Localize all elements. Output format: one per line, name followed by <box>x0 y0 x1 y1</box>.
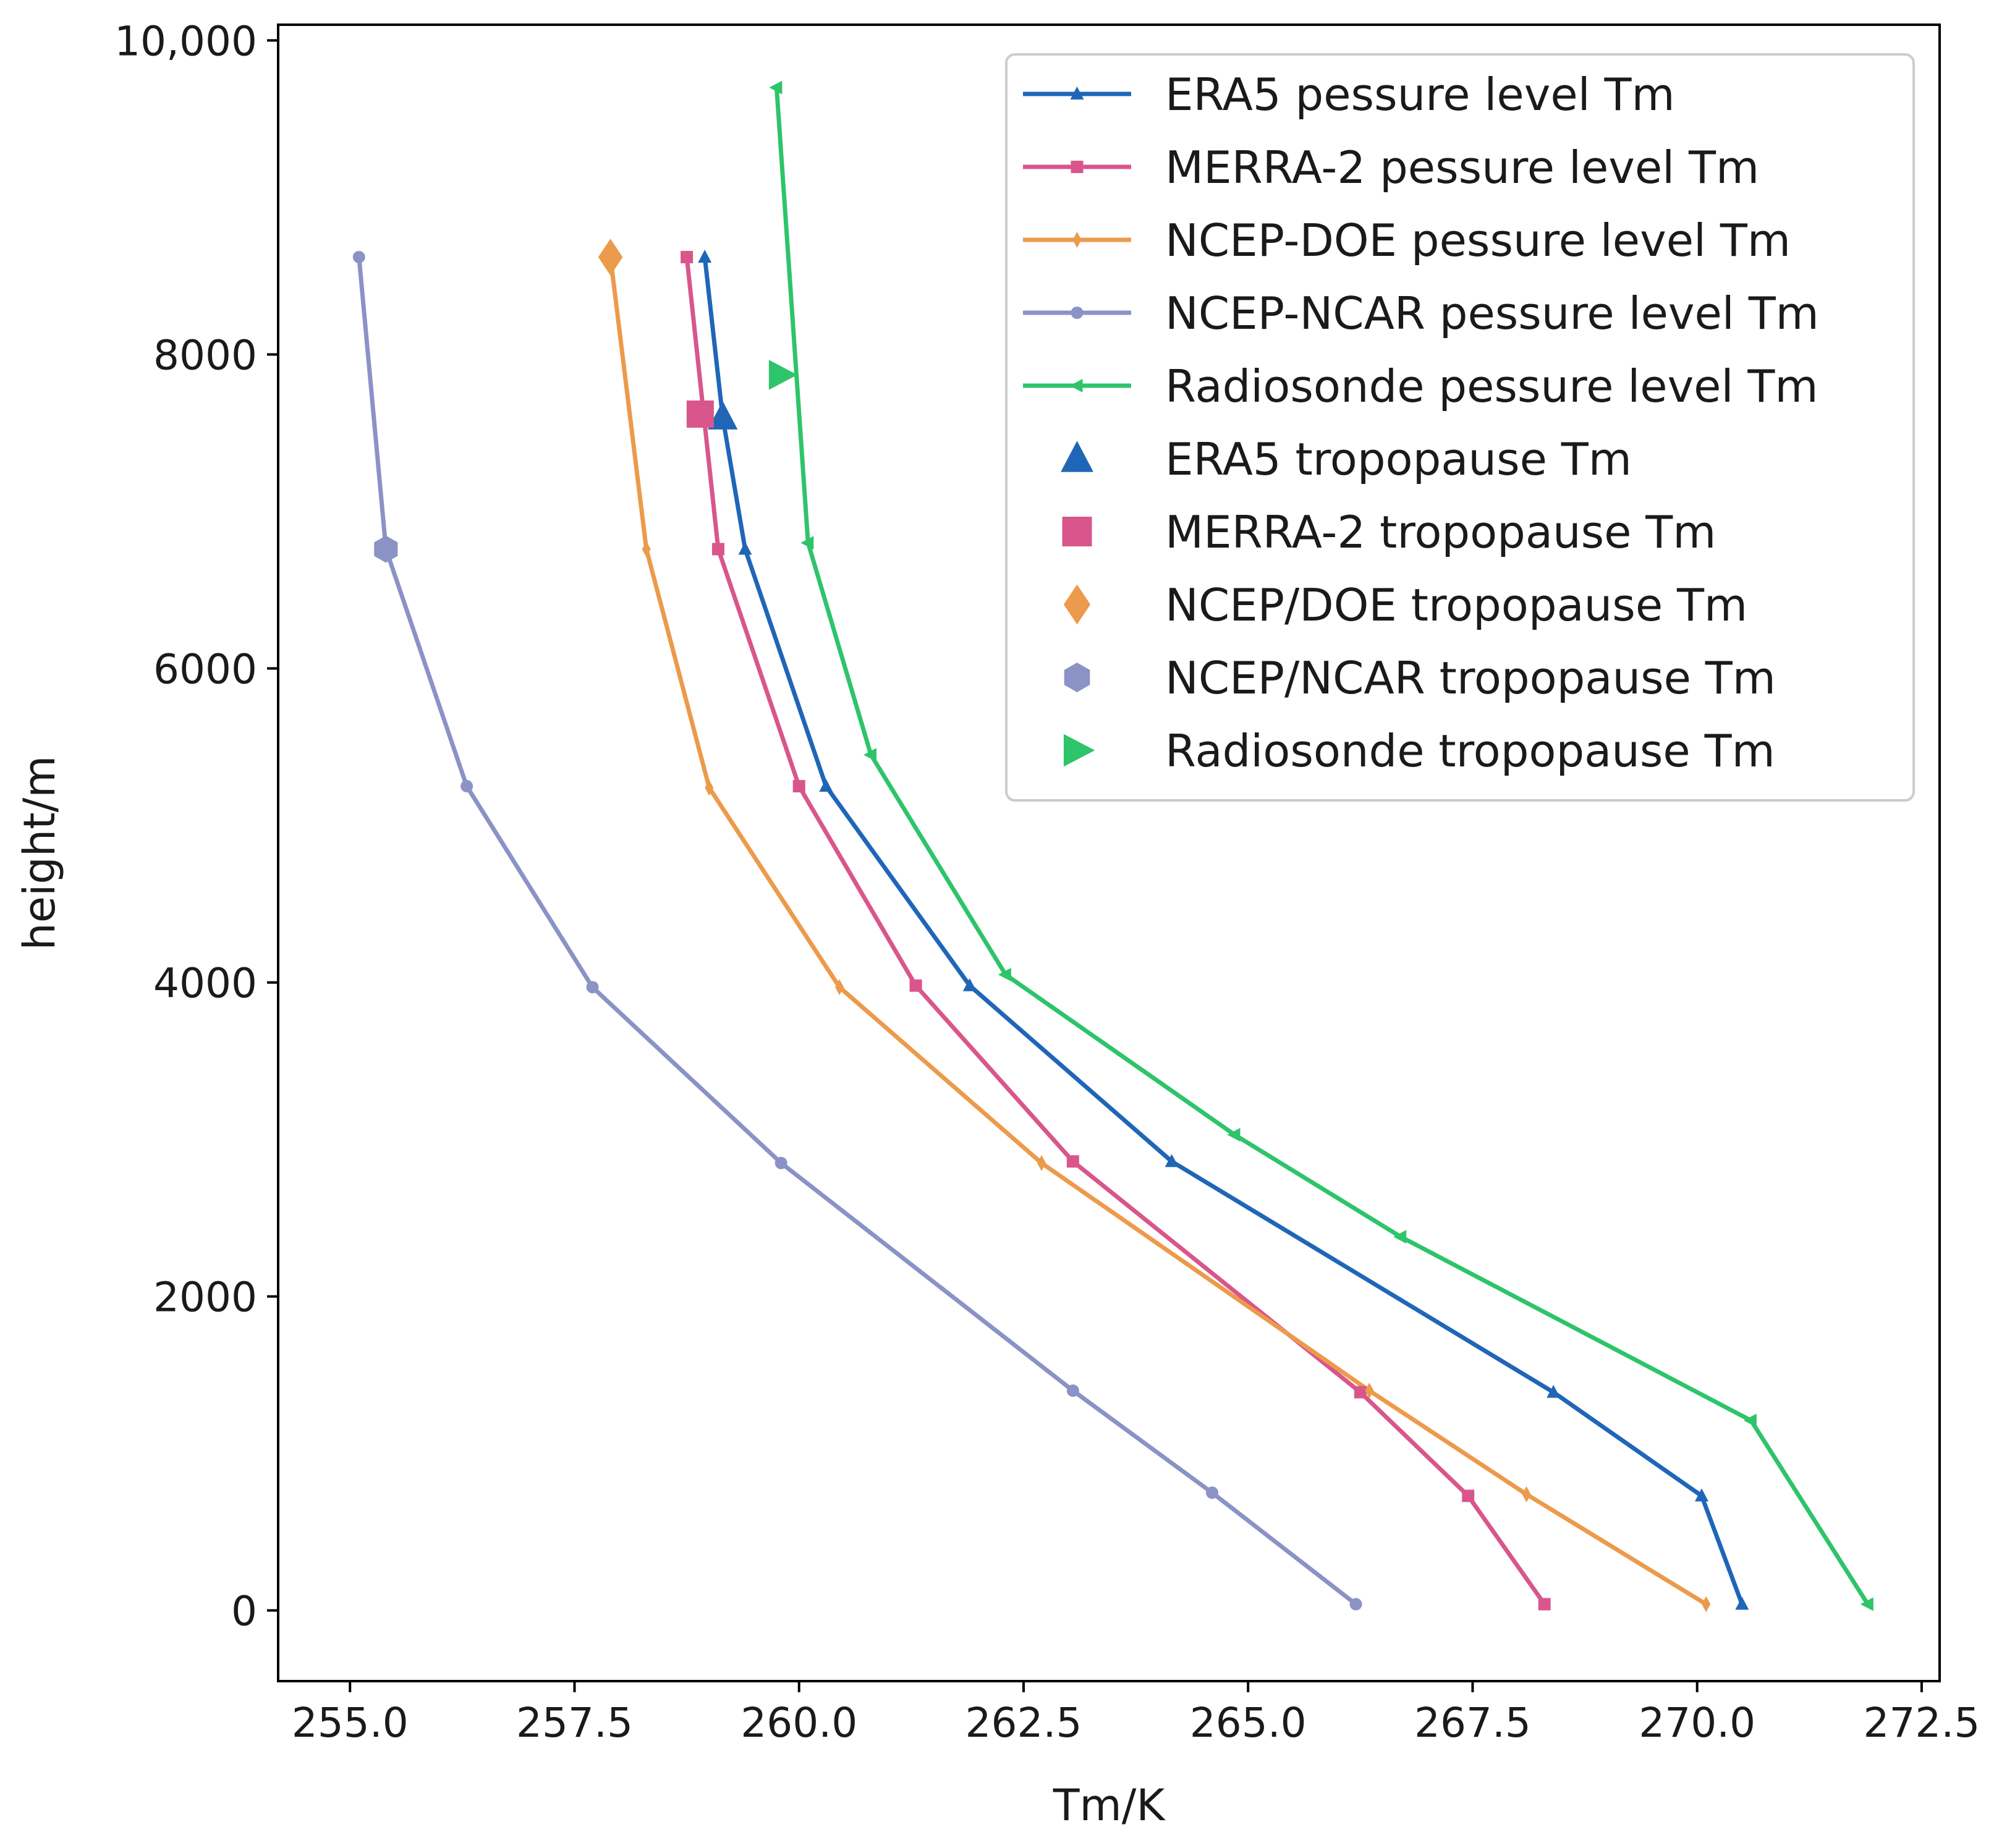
tropopause-point <box>686 400 714 428</box>
data-point <box>1393 1230 1407 1244</box>
legend-entry-label: NCEP/DOE tropopause Tm <box>1165 579 1747 631</box>
series-line <box>774 85 1870 1606</box>
data-point <box>835 979 844 996</box>
y-axis-ticks: 0 2000 4000 6000 8000 10,000 <box>114 17 278 1635</box>
data-point <box>1538 1598 1551 1611</box>
plot-frame <box>277 23 1941 1682</box>
tropopause-point <box>768 360 798 390</box>
data-point <box>1365 1383 1374 1399</box>
data-point <box>909 979 922 992</box>
data-point <box>681 250 694 263</box>
data-point <box>1066 1384 1079 1397</box>
legend-entry-label: NCEP-DOE pessure level Tm <box>1165 214 1791 266</box>
x-tick-label: 255.0 <box>292 1699 409 1747</box>
y-tick-label: 4000 <box>153 960 257 1007</box>
y-tick-label: 8000 <box>153 331 257 379</box>
y-tick-label: 10,000 <box>114 17 257 65</box>
data-point <box>705 779 714 796</box>
data-point <box>792 780 805 793</box>
y-tick-label: 0 <box>231 1588 257 1635</box>
data-point <box>711 543 724 556</box>
legend-marker-swatch <box>1071 307 1084 319</box>
data-point <box>800 536 814 550</box>
legend-tropopause-swatch <box>1063 734 1095 767</box>
data-point <box>1695 1488 1708 1502</box>
x-tick-label: 262.5 <box>965 1699 1082 1747</box>
legend-entry-label: Radiosonde tropopause Tm <box>1165 725 1775 777</box>
data-point <box>1165 1154 1179 1168</box>
data-point <box>1349 1598 1362 1611</box>
x-tick-label: 260.0 <box>740 1699 857 1747</box>
x-tick-label: 265.0 <box>1190 1699 1307 1747</box>
tropopause-point <box>708 401 738 430</box>
data-point <box>1735 1596 1749 1610</box>
x-tick-label: 267.5 <box>1414 1699 1531 1747</box>
x-tick-label: 270.0 <box>1639 1699 1755 1747</box>
data-point <box>998 967 1011 981</box>
data-point <box>1206 1486 1219 1499</box>
legend-entry-label: ERA5 pessure level Tm <box>1165 69 1675 121</box>
legend-entry-label: MERRA-2 pessure level Tm <box>1165 142 1759 193</box>
data-point <box>769 80 783 95</box>
data-point <box>738 541 752 555</box>
data-point <box>352 250 365 263</box>
legend-entry-label: MERRA-2 tropopause Tm <box>1165 506 1716 558</box>
legend: ERA5 pessure level Tm MERRA-2 pessure lev… <box>1005 53 1915 802</box>
legend-marker-swatch <box>1072 232 1082 248</box>
series-lines-layer <box>357 85 1870 1606</box>
data-point <box>1743 1414 1757 1428</box>
legend-tropopause-swatch <box>1063 584 1091 625</box>
legend-entry-label: NCEP/NCAR tropopause Tm <box>1165 652 1776 704</box>
series-line <box>684 255 1547 1606</box>
series-line <box>357 255 1359 1606</box>
x-tick-label: 257.5 <box>516 1699 633 1747</box>
legend-entry-label: ERA5 tropopause Tm <box>1165 433 1632 485</box>
x-axis-label: Tm/K <box>1053 1780 1166 1831</box>
x-axis-ticks: 255.0 257.5 260.0 262.5 265.0 267.5 270.0 272.5 <box>292 1681 1980 1747</box>
legend-tropopause-swatch <box>1062 517 1092 546</box>
data-point <box>1227 1128 1241 1142</box>
data-point <box>460 780 473 793</box>
data-point <box>698 250 712 263</box>
data-point <box>863 748 876 762</box>
data-point <box>1462 1490 1475 1503</box>
data-point <box>819 779 833 792</box>
series-markers-layer <box>352 80 1873 1613</box>
data-point <box>1037 1155 1046 1171</box>
data-point <box>1354 1386 1367 1399</box>
data-point <box>962 978 977 991</box>
tropopause-point <box>374 535 398 563</box>
y-tick-label: 2000 <box>153 1274 257 1321</box>
tropopause-markers-layer <box>374 239 798 563</box>
y-tick-label: 6000 <box>153 646 257 693</box>
data-point <box>1702 1596 1711 1613</box>
data-point <box>1860 1597 1873 1611</box>
data-point <box>1066 1155 1079 1168</box>
x-tick-label: 272.5 <box>1863 1699 1980 1747</box>
data-point <box>774 1156 787 1169</box>
legend-marker-swatch <box>1070 87 1084 100</box>
legend-marker-swatch <box>1071 161 1084 173</box>
data-point <box>1547 1384 1561 1398</box>
tropopause-point <box>598 239 623 276</box>
legend-entry-label: Radiosonde pessure level Tm <box>1165 360 1818 412</box>
data-point <box>1522 1486 1531 1503</box>
series-line <box>608 255 1708 1606</box>
legend-entry-label: NCEP-NCAR pessure level Tm <box>1165 287 1819 339</box>
data-point <box>586 981 599 994</box>
legend-tropopause-swatch <box>1064 663 1090 692</box>
legend-frame <box>1005 53 1915 802</box>
legend-marker-swatch <box>1069 379 1083 392</box>
y-axis-label: height/m <box>14 756 65 951</box>
data-point <box>642 541 651 557</box>
legend-tropopause-swatch <box>1061 441 1093 472</box>
